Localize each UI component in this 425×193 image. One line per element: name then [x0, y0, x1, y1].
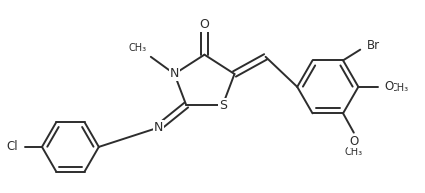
Text: CH₃: CH₃	[345, 147, 363, 157]
Text: CH₃: CH₃	[391, 83, 409, 93]
Text: S: S	[219, 99, 227, 112]
Text: Cl: Cl	[7, 140, 18, 153]
Text: N: N	[170, 68, 179, 80]
Text: O: O	[349, 135, 358, 148]
Text: N: N	[154, 121, 163, 134]
Text: CH₃: CH₃	[128, 42, 147, 52]
Text: O: O	[384, 80, 394, 93]
Text: O: O	[199, 18, 210, 31]
Text: Br: Br	[367, 39, 380, 52]
